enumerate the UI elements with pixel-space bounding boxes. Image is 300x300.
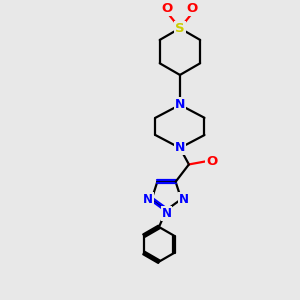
Text: O: O (206, 155, 218, 168)
Text: S: S (175, 22, 185, 35)
Text: N: N (179, 193, 189, 206)
Text: N: N (143, 193, 153, 206)
Text: N: N (161, 207, 172, 220)
Text: O: O (187, 2, 198, 15)
Text: N: N (175, 98, 185, 111)
Text: N: N (175, 142, 185, 154)
Text: O: O (162, 2, 173, 15)
